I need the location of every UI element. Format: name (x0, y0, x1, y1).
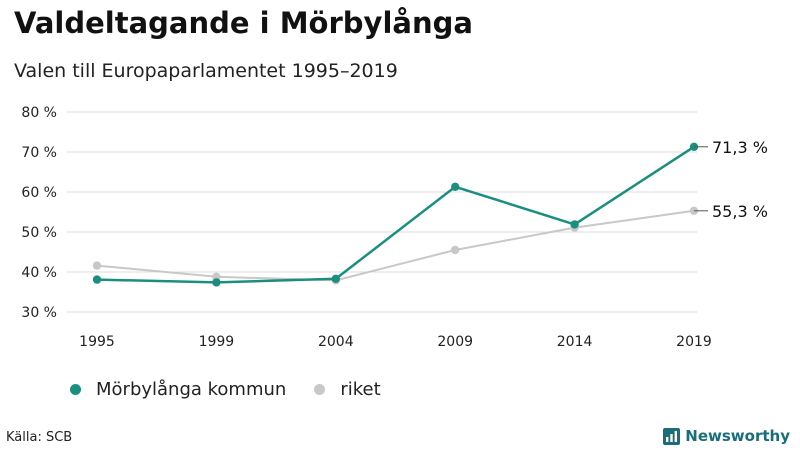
data-point-morbylanga (92, 275, 102, 284)
x-tick-label: 2019 (676, 334, 712, 350)
data-point-morbylanga (451, 182, 460, 191)
data-point-riket (451, 245, 460, 255)
data-point-morbylanga (570, 220, 579, 229)
y-tick-label: 80 % (21, 105, 57, 121)
chart-subtitle: Valen till Europaparlamentet 1995–2019 (14, 60, 398, 82)
brand-name: Newsworthy (685, 427, 790, 445)
y-tick-label: 60 % (21, 185, 57, 201)
series-line-morbylanga (96, 145, 695, 284)
data-point-morbylanga (331, 274, 340, 283)
x-tick-label: 2009 (437, 334, 473, 350)
data-point-riket (92, 261, 102, 270)
y-tick-label: 70 % (21, 145, 57, 161)
series-line-riket (96, 209, 695, 282)
chart-legend: Mörbylånga kommun riket (70, 379, 409, 400)
y-tick-label: 50 % (21, 225, 57, 241)
legend-item-riket[interactable]: riket (314, 379, 381, 400)
legend-item-morbylanga[interactable]: Mörbylånga kommun (70, 379, 286, 400)
end-label-riket: 55,3 % (712, 202, 768, 221)
y-tick-label: 30 % (21, 305, 57, 321)
x-tick-label: 1995 (79, 334, 115, 350)
legend-label-riket: riket (340, 379, 381, 400)
chart-title: Valdeltagande i Mörbylånga (14, 6, 473, 40)
legend-label-morbylanga: Mörbylånga kommun (96, 379, 287, 400)
bar-chart-logo-icon (663, 427, 681, 445)
legend-marker-riket (314, 384, 326, 395)
data-point-morbylanga (212, 278, 221, 287)
x-tick-label: 2004 (318, 334, 354, 350)
brand-logo[interactable]: Newsworthy (663, 427, 790, 445)
legend-marker-morbylanga (70, 384, 81, 395)
x-tick-label: 1999 (199, 334, 235, 350)
x-tick-label: 2014 (557, 334, 593, 350)
source-note: Källa: SCB (6, 430, 73, 445)
end-label-morbylanga: 71,3 % (712, 138, 768, 157)
y-tick-label: 40 % (21, 265, 57, 281)
